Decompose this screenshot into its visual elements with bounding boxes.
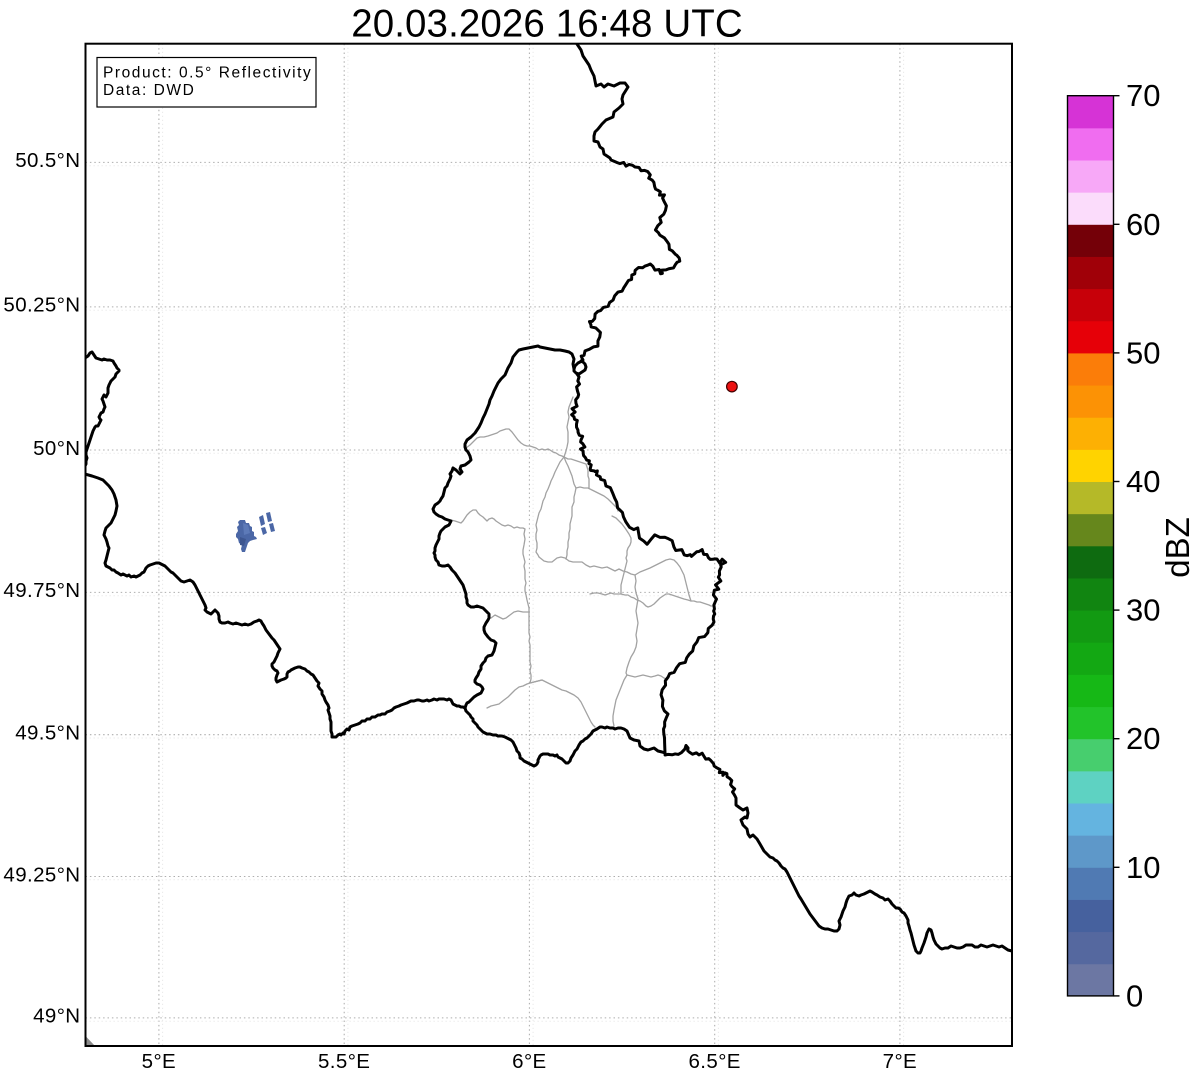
svg-text:49°N: 49°N [33,1005,80,1028]
svg-text:20.03.2026 16:48 UTC: 20.03.2026 16:48 UTC [351,3,743,46]
svg-text:50°N: 50°N [33,437,80,460]
svg-text:5°E: 5°E [142,1050,176,1073]
svg-text:50: 50 [1126,335,1160,370]
svg-text:60: 60 [1126,207,1160,242]
svg-text:70: 70 [1126,78,1160,113]
svg-text:5.5°E: 5.5°E [318,1050,370,1073]
svg-text:dBZ: dBZ [1159,517,1196,578]
svg-text:50.5°N: 50.5°N [15,149,80,172]
svg-text:20: 20 [1126,721,1160,756]
svg-text:6.5°E: 6.5°E [689,1050,741,1073]
svg-text:Product: 0.5° Reflectivity: Product: 0.5° Reflectivity [103,65,312,82]
svg-text:7°E: 7°E [883,1050,917,1073]
svg-text:40: 40 [1126,464,1160,499]
svg-text:0: 0 [1126,978,1143,1013]
svg-text:10: 10 [1126,850,1160,885]
svg-text:49.75°N: 49.75°N [3,579,80,602]
svg-text:49.5°N: 49.5°N [15,722,80,745]
svg-text:49.25°N: 49.25°N [3,863,80,886]
svg-text:30: 30 [1126,593,1160,628]
svg-text:6°E: 6°E [512,1050,546,1073]
svg-text:Data: DWD: Data: DWD [103,82,195,99]
svg-text:50.25°N: 50.25°N [3,294,80,317]
